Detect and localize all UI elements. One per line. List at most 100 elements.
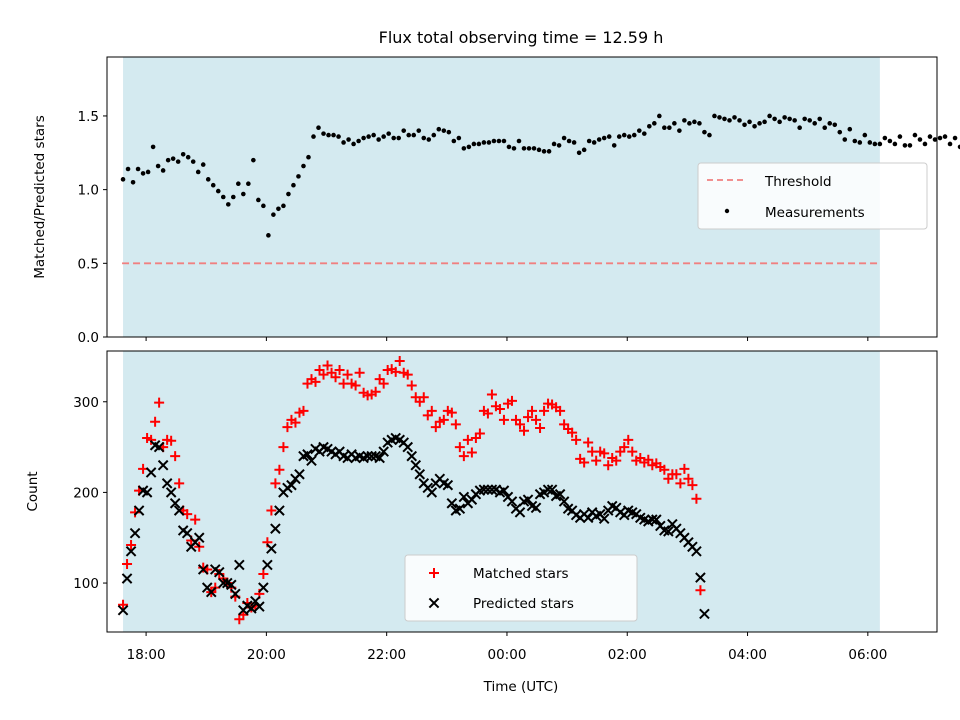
measurement-point <box>616 134 622 139</box>
measurement-point <box>777 119 782 125</box>
measurement-point <box>446 129 452 135</box>
top-y-axis-label: Matched/Predicted stars <box>32 115 48 278</box>
matched-star-marker <box>310 376 321 387</box>
predicted-star-marker <box>230 588 241 600</box>
measurement-point <box>261 203 266 209</box>
matched-star-marker <box>599 448 610 459</box>
measurement-point <box>621 132 627 138</box>
measurement-point <box>561 135 567 141</box>
measurement-point <box>581 147 587 153</box>
matched-star-marker <box>494 404 505 415</box>
measurement-point <box>175 159 181 164</box>
measurement-point <box>316 125 321 131</box>
measurement-point <box>336 134 341 139</box>
measurement-point <box>276 206 281 212</box>
measurement-point <box>922 141 928 147</box>
predicted-star-marker <box>197 564 209 575</box>
matched-star-marker <box>378 378 389 389</box>
x-tick-label: 22:00 <box>367 647 406 663</box>
matched-star-marker <box>170 451 181 462</box>
measurement-point <box>346 137 351 142</box>
measurement-point <box>536 147 542 153</box>
predicted-star-marker <box>205 586 217 598</box>
predicted-star-marker <box>647 514 658 525</box>
measurement-point <box>762 119 767 125</box>
measurement-point <box>787 116 792 122</box>
bottom-y-axis: 100 200 300 <box>73 395 107 592</box>
predicted-star-marker <box>582 512 594 524</box>
measurement-point <box>516 138 522 144</box>
matched-star-marker <box>318 369 329 380</box>
matched-star-marker <box>687 480 698 491</box>
top-axes-frame <box>106 56 938 338</box>
matched-star-marker <box>430 422 441 433</box>
matched-star-marker <box>611 455 622 466</box>
measurement-point <box>476 141 482 147</box>
matched-star-marker <box>514 419 525 430</box>
matched-star-marker <box>446 407 457 418</box>
predicted-legend-swatch <box>428 597 440 609</box>
predicted-star-marker <box>414 468 426 480</box>
matched-star-marker <box>691 493 702 504</box>
matched-star-marker <box>166 435 177 446</box>
measurement-point <box>456 135 462 141</box>
matched-star-marker <box>282 422 293 433</box>
figure-title: Flux total observing time = 12.59 h <box>379 28 664 47</box>
measurement-point <box>366 134 371 139</box>
measurement-point <box>135 166 141 172</box>
matched-star-marker <box>466 447 477 458</box>
bottom-y-axis-label: Count <box>25 471 41 511</box>
measurement-point <box>782 115 787 120</box>
measurement-point <box>185 154 191 160</box>
measurement-point <box>591 140 597 145</box>
predicted-star-marker <box>193 532 205 544</box>
matched-star-marker <box>278 442 289 453</box>
measurement-point <box>466 144 472 150</box>
measurement-point <box>957 144 960 150</box>
measurement-point <box>857 140 863 145</box>
measurement-point <box>682 118 687 123</box>
predicted-star-marker <box>530 502 542 514</box>
matched-star-marker <box>438 414 449 425</box>
x-tick-label: 18:00 <box>127 647 166 663</box>
matched-star-marker <box>370 386 381 397</box>
predicted-star-marker <box>691 546 702 557</box>
measurement-point <box>361 135 366 141</box>
measurement-point <box>421 135 427 141</box>
measurement-point <box>351 141 356 147</box>
predicted-star-marker <box>234 559 245 571</box>
y-tick-label: 1.5 <box>78 109 99 125</box>
x-tick-label: 02:00 <box>608 647 647 663</box>
predicted-star-marker <box>506 496 518 507</box>
measurement-point <box>932 137 938 142</box>
predicted-star-marker <box>157 459 169 471</box>
measurement-point <box>601 135 607 141</box>
measurement-point <box>571 140 577 145</box>
bottom-legend-box <box>404 554 638 622</box>
measurement-point <box>822 125 828 131</box>
matched-star-marker <box>679 463 690 474</box>
measurement-point <box>416 128 422 133</box>
matched-star-marker <box>486 389 497 400</box>
predicted-star-marker <box>133 505 145 516</box>
predicted-star-marker <box>246 603 257 614</box>
predicted-star-marker <box>498 485 510 496</box>
bottom-legend: Matched stars Predicted stars <box>404 554 638 622</box>
measurement-point <box>641 131 647 136</box>
matched-star-marker <box>474 428 485 439</box>
matched-star-marker <box>270 478 281 489</box>
measurement-point <box>431 132 437 138</box>
x-tick-label: 04:00 <box>728 647 767 663</box>
measurement-point <box>165 157 171 163</box>
measurement-point <box>231 194 236 200</box>
measurement-point <box>190 159 196 164</box>
measurement-point <box>551 141 557 147</box>
predicted-star-marker <box>699 608 710 620</box>
measurement-point <box>180 151 186 157</box>
measurement-point <box>872 141 878 147</box>
measurement-point <box>596 137 602 142</box>
measurement-point <box>326 132 331 138</box>
matched-star-marker <box>506 395 517 406</box>
measurement-point <box>451 138 457 144</box>
measurement-point <box>331 132 336 138</box>
